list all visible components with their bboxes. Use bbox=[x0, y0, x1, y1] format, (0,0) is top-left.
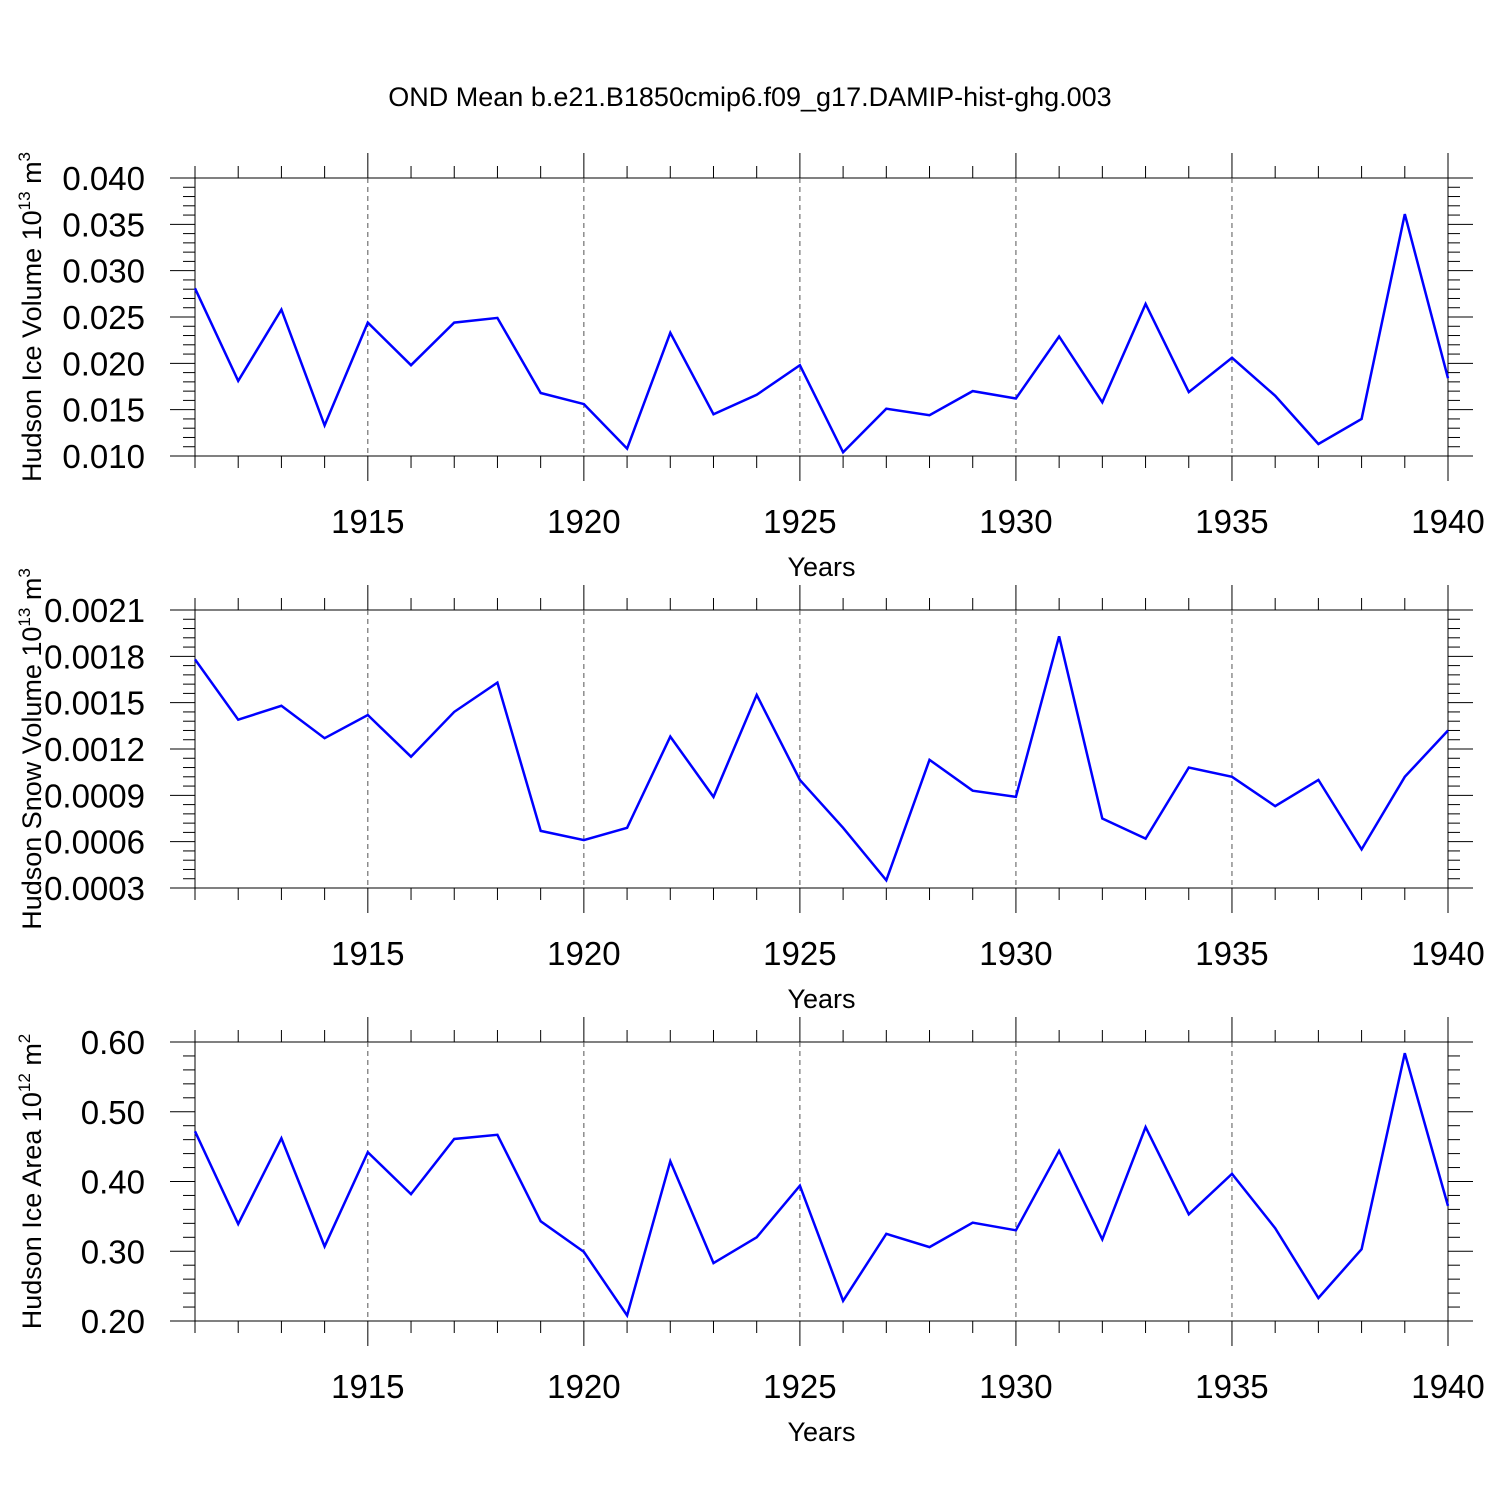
series-line bbox=[195, 636, 1448, 880]
y-axis-title: Hudson Ice Area 1012 m2 bbox=[15, 1034, 47, 1330]
x-tick-label: 1915 bbox=[331, 935, 404, 972]
x-tick-label: 1940 bbox=[1411, 1368, 1484, 1405]
y-tick-label: 0.020 bbox=[62, 345, 145, 382]
series-line bbox=[195, 1053, 1448, 1315]
y-axis-title: Hudson Snow Volume 1013 m3 bbox=[15, 568, 47, 930]
y-tick-label: 0.0009 bbox=[44, 777, 145, 814]
x-tick-label: 1940 bbox=[1411, 935, 1484, 972]
y-tick-label: 0.50 bbox=[81, 1094, 145, 1131]
y-tick-label: 0.0003 bbox=[44, 870, 145, 907]
x-tick-label: 1935 bbox=[1195, 935, 1268, 972]
y-tick-label: 0.0006 bbox=[44, 824, 145, 861]
x-tick-label: 1920 bbox=[547, 935, 620, 972]
x-tick-label: 1930 bbox=[979, 1368, 1052, 1405]
y-tick-label: 0.0018 bbox=[44, 638, 145, 675]
x-tick-label: 1915 bbox=[331, 1368, 404, 1405]
x-tick-label: 1915 bbox=[331, 503, 404, 540]
y-tick-label: 0.0012 bbox=[44, 731, 145, 768]
x-axis-title: Years bbox=[787, 552, 855, 582]
x-tick-label: 1920 bbox=[547, 503, 620, 540]
y-tick-label: 0.025 bbox=[62, 299, 145, 336]
y-tick-label: 0.0015 bbox=[44, 685, 145, 722]
x-tick-label: 1935 bbox=[1195, 503, 1268, 540]
y-tick-label: 0.0021 bbox=[44, 592, 145, 629]
x-tick-label: 1925 bbox=[763, 935, 836, 972]
x-tick-label: 1925 bbox=[763, 503, 836, 540]
x-axis-title: Years bbox=[787, 984, 855, 1014]
y-axis-title: Hudson Ice Volume 1013 m3 bbox=[15, 152, 47, 482]
x-tick-label: 1935 bbox=[1195, 1368, 1268, 1405]
chart-panel-3: 1915 1920 1925 1930 1935 1940 0.20 0.30 0.40 0.50… bbox=[15, 1017, 1485, 1447]
series-line bbox=[195, 214, 1448, 452]
x-tick-label: 1930 bbox=[979, 503, 1052, 540]
y-tick-label: 0.030 bbox=[62, 253, 145, 290]
y-tick-label: 0.20 bbox=[81, 1303, 145, 1340]
y-tick-label: 0.60 bbox=[81, 1024, 145, 1061]
y-tick-label: 0.035 bbox=[62, 206, 145, 243]
chart-panel-1: 1915 1920 1925 1930 1935 1940 0.010 0.015 0.020 0… bbox=[15, 152, 1485, 582]
chart-panel-2: 1915 1920 1925 1930 1935 1940 0.0003 0.0006 0.00… bbox=[15, 568, 1485, 1014]
y-tick-label: 0.015 bbox=[62, 392, 145, 429]
y-tick-label: 0.010 bbox=[62, 438, 145, 475]
y-tick-label: 0.40 bbox=[81, 1164, 145, 1201]
x-axis-title: Years bbox=[787, 1417, 855, 1447]
y-tick-label: 0.040 bbox=[62, 160, 145, 197]
chart-title: OND Mean b.e21.B1850cmip6.f09_g17.DAMIP-… bbox=[388, 82, 1111, 112]
x-tick-label: 1925 bbox=[763, 1368, 836, 1405]
y-tick-label: 0.30 bbox=[81, 1233, 145, 1270]
x-tick-label: 1930 bbox=[979, 935, 1052, 972]
x-tick-label: 1920 bbox=[547, 1368, 620, 1405]
x-tick-label: 1940 bbox=[1411, 503, 1484, 540]
